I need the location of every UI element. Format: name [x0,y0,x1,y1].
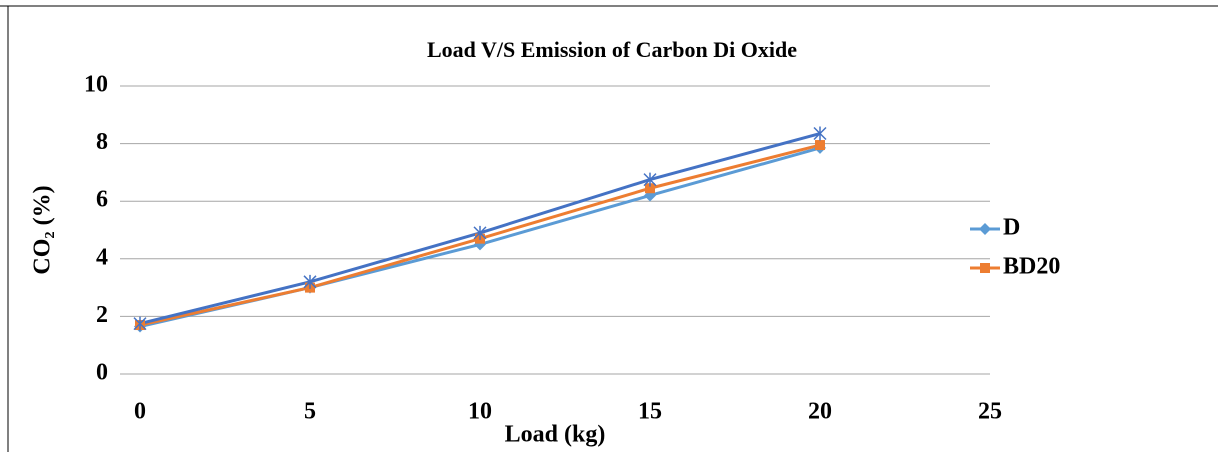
y-tick-label: 6 [96,187,108,213]
marker [980,263,990,273]
marker [473,225,487,240]
x-tick-label: 25 [978,399,1002,425]
y-tick-label: 2 [96,302,108,328]
legend-label: D [1003,215,1020,241]
marker [813,126,827,141]
y-tick-label: 0 [96,360,108,386]
marker [979,223,991,235]
x-tick-label: 0 [134,399,146,425]
marker [645,183,655,194]
y-tick-label: 10 [84,72,108,98]
x-tick-label: 20 [808,399,832,425]
x-tick-label: 5 [304,399,316,425]
marker [643,172,657,187]
x-tick-label: 10 [468,399,492,425]
y-axis-title: CO₂ (%) [30,185,56,274]
legend-label: BD20 [1003,254,1060,280]
y-tick-label: 4 [96,244,108,270]
marker [303,274,317,289]
y-tick-label: 8 [96,129,108,155]
x-axis-title: Load (kg) [505,422,606,448]
x-tick-label: 15 [638,399,662,425]
marker [815,140,825,151]
marker [133,316,147,331]
chart-title: Load V/S Emission of Carbon Di Oxide [427,37,797,62]
